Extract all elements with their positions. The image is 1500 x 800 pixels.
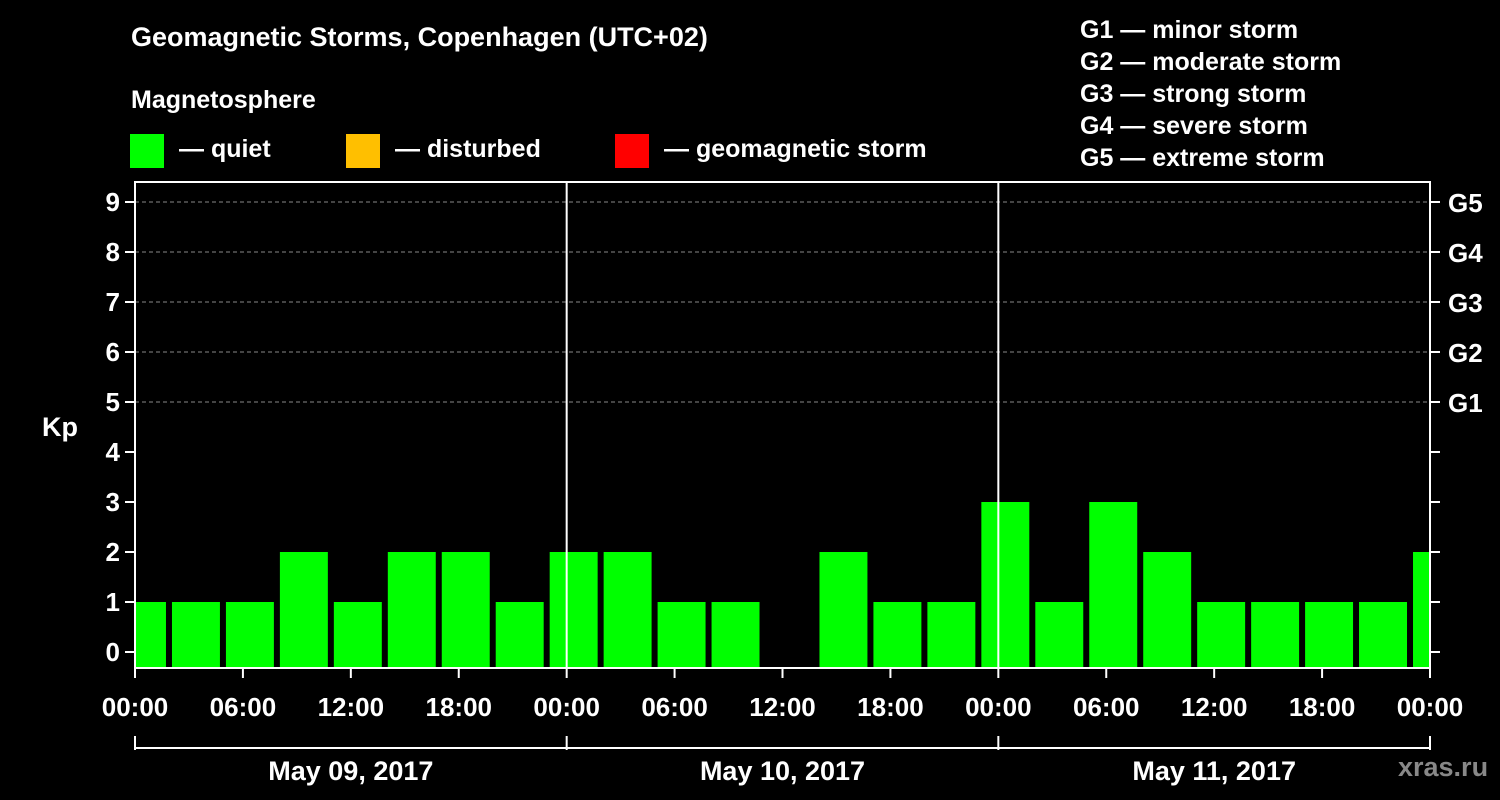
kp-bar xyxy=(279,552,328,668)
legend-label-storm: — geomagnetic storm xyxy=(664,134,927,163)
x-tick-label: 00:00 xyxy=(1397,692,1464,722)
x-tick-label: 00:00 xyxy=(533,692,600,722)
y-tick-label: 7 xyxy=(106,287,120,317)
legend-item-disturbed: — disturbed xyxy=(346,134,541,168)
x-tick-label: 12:00 xyxy=(318,692,385,722)
x-tick-label: 00:00 xyxy=(102,692,169,722)
kp-bar xyxy=(603,552,652,668)
kp-bar xyxy=(711,602,760,668)
legend-title: Magnetosphere xyxy=(131,86,316,114)
y-tick-label: 1 xyxy=(106,587,120,617)
storm-scale-legend: G1 — minor storm G2 — moderate storm G3 … xyxy=(1080,14,1341,174)
x-tick-label: 12:00 xyxy=(749,692,816,722)
legend-item-storm: — geomagnetic storm xyxy=(615,134,927,168)
kp-bar xyxy=(927,602,976,668)
kp-bar xyxy=(333,602,382,668)
right-axis-label: G2 xyxy=(1448,338,1483,368)
right-axis-label: G3 xyxy=(1448,288,1483,318)
storm-scale-g5: G5 — extreme storm xyxy=(1080,144,1325,172)
y-tick-label: 5 xyxy=(106,387,120,417)
y-tick-label: 9 xyxy=(106,187,120,217)
kp-bar xyxy=(136,602,166,668)
day-label: May 09, 2017 xyxy=(268,756,433,786)
legend-label-disturbed: — disturbed xyxy=(395,134,541,163)
legend-swatch-quiet xyxy=(130,134,164,168)
right-axis-label: G1 xyxy=(1448,388,1483,418)
x-tick-label: 06:00 xyxy=(210,692,277,722)
kp-bar xyxy=(1143,552,1192,668)
storm-scale-g1: G1 — minor storm xyxy=(1080,16,1299,44)
kp-bar xyxy=(981,502,1030,668)
storm-scale-g3: G3 — strong storm xyxy=(1080,80,1307,108)
watermark: xras.ru xyxy=(1398,752,1489,782)
x-tick-label: 06:00 xyxy=(1073,692,1140,722)
kp-bar xyxy=(1035,602,1084,668)
day-label: May 10, 2017 xyxy=(700,756,865,786)
kp-bar xyxy=(1089,502,1138,668)
x-tick-label: 12:00 xyxy=(1181,692,1248,722)
legend-swatch-storm xyxy=(615,134,649,168)
right-axis-label: G5 xyxy=(1448,188,1483,218)
storm-scale-g2: G2 — moderate storm xyxy=(1080,48,1342,76)
kp-bar xyxy=(171,602,220,668)
kp-bar xyxy=(225,602,274,668)
kp-bar xyxy=(657,602,706,668)
kp-bar xyxy=(873,602,922,668)
plot-frame xyxy=(134,181,1431,669)
legend-label-quiet: — quiet xyxy=(179,134,271,163)
x-tick-label: 18:00 xyxy=(1289,692,1356,722)
kp-bar xyxy=(1305,602,1354,668)
kp-bar xyxy=(495,602,544,668)
y-tick-label: 6 xyxy=(106,337,120,367)
right-axis-label: G4 xyxy=(1448,238,1483,268)
day-label: May 11, 2017 xyxy=(1132,756,1296,786)
kp-bar xyxy=(441,552,490,668)
x-tick-label: 18:00 xyxy=(857,692,924,722)
kp-bar xyxy=(1359,602,1408,668)
x-tick-label: 00:00 xyxy=(965,692,1032,722)
kp-bar xyxy=(1197,602,1246,668)
x-tick-label: 18:00 xyxy=(426,692,493,722)
storm-scale-g4: G4 — severe storm xyxy=(1080,112,1308,140)
legend-item-quiet: — quiet xyxy=(130,134,271,168)
kp-bar xyxy=(819,552,868,668)
y-tick-label: 3 xyxy=(106,487,120,517)
y-tick-label: 8 xyxy=(106,237,120,267)
kp-bar xyxy=(1413,552,1429,668)
y-axis-label: Kp xyxy=(42,412,78,442)
y-tick-label: 0 xyxy=(106,637,120,667)
x-tick-label: 06:00 xyxy=(641,692,708,722)
y-tick-label: 2 xyxy=(106,537,120,567)
kp-bar xyxy=(549,552,598,668)
chart-title: Geomagnetic Storms, Copenhagen (UTC+02) xyxy=(131,22,708,52)
kp-bar xyxy=(1251,602,1300,668)
y-tick-label: 4 xyxy=(106,437,121,467)
legend-swatch-disturbed xyxy=(346,134,380,168)
kp-bar xyxy=(387,552,436,668)
